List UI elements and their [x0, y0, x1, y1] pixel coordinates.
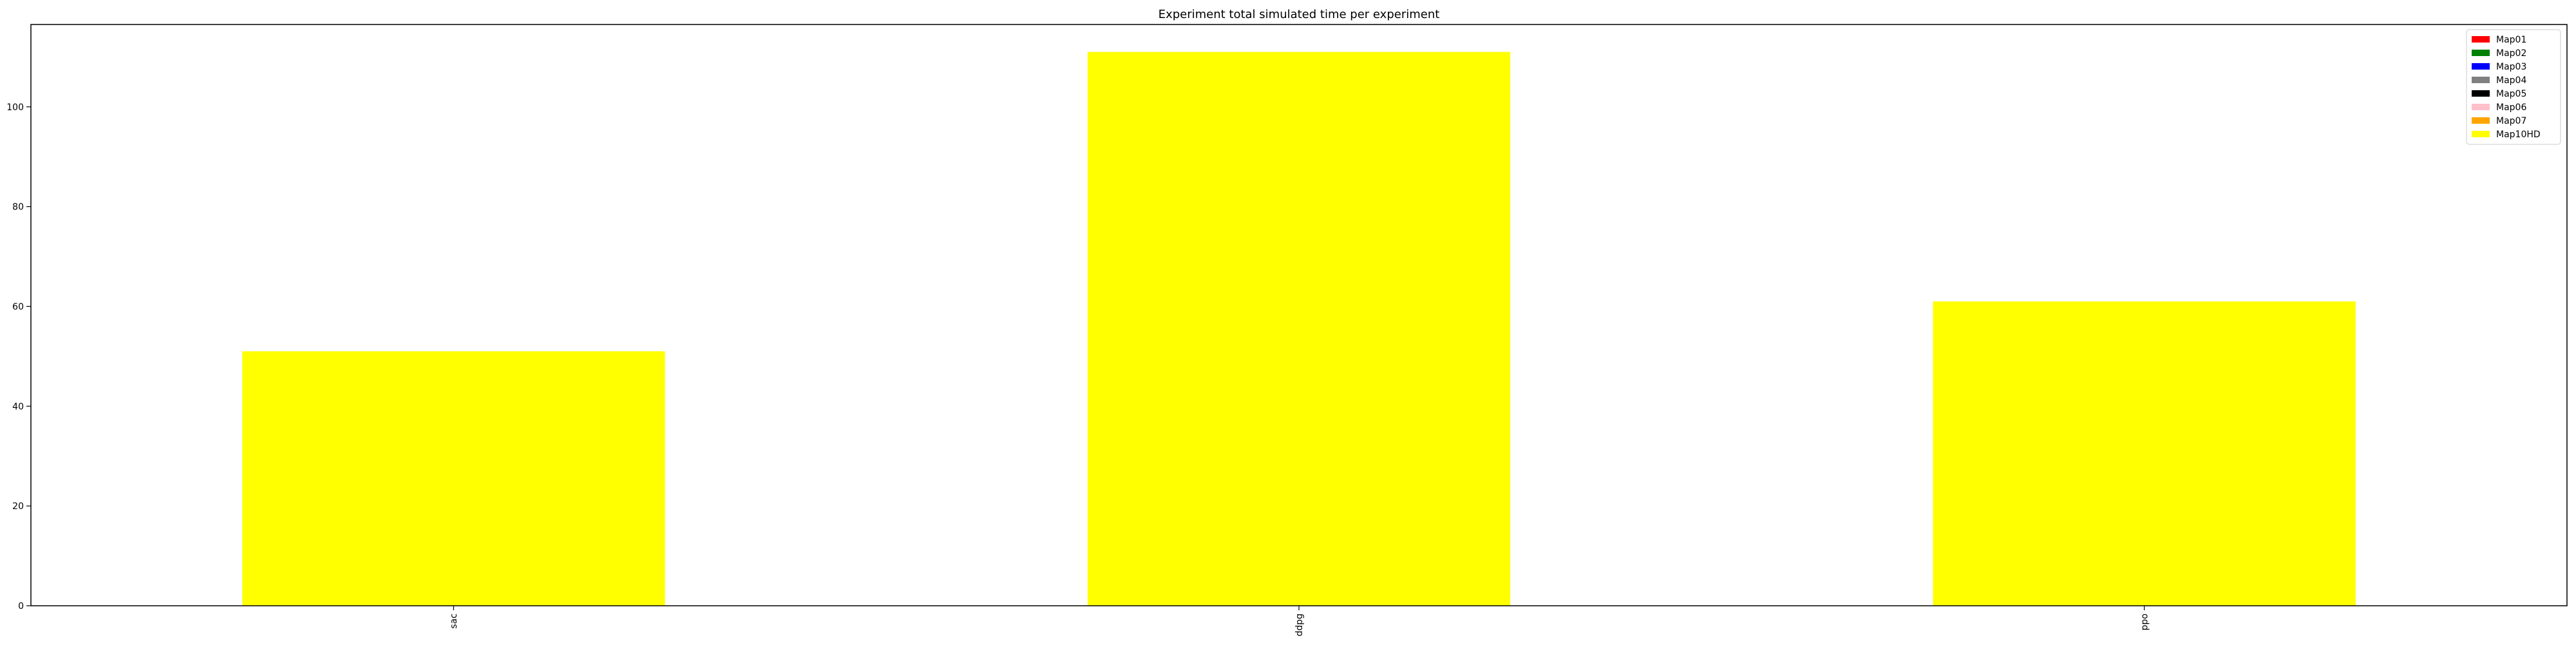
x-tick-label: ppo: [2140, 613, 2150, 630]
legend-swatch: [2472, 63, 2490, 70]
y-tick-label: 20: [12, 501, 24, 512]
legend-label: Map04: [2496, 75, 2526, 86]
y-tick-label: 100: [6, 102, 24, 113]
bar-ppo-map10hd: [1933, 301, 2356, 606]
plot-frame: [30, 24, 2568, 606]
x-axis: sac ddpg ppo: [449, 606, 2150, 637]
legend-swatch: [2472, 90, 2490, 97]
chart-title: Experiment total simulated time per expe…: [1159, 8, 1440, 21]
legend-label: Map07: [2496, 116, 2526, 126]
legend-swatch: [2472, 131, 2490, 137]
y-tick-label: 60: [12, 302, 24, 312]
y-tick-label: 40: [12, 401, 24, 412]
legend-swatch: [2472, 50, 2490, 56]
legend: Map01 Map02 Map03 Map04 Map05 Map06 Map07 Map10…: [2466, 29, 2561, 145]
legend-swatch: [2472, 77, 2490, 83]
legend-swatch: [2472, 36, 2490, 43]
legend-label: Map02: [2496, 48, 2526, 59]
legend-label: Map03: [2496, 62, 2526, 72]
legend-swatch: [2472, 117, 2490, 124]
y-axis: 0 20 40 60 80 100: [6, 102, 31, 612]
y-tick-label: 0: [18, 601, 24, 612]
legend-label: Map06: [2496, 102, 2526, 113]
legend-swatch: [2472, 104, 2490, 110]
legend-label: Map05: [2496, 89, 2526, 99]
legend-label: Map01: [2496, 35, 2526, 45]
x-tick-label: ddpg: [1294, 613, 1305, 637]
legend-label: Map10HD: [2496, 130, 2541, 140]
bars-layer: [242, 52, 2356, 606]
y-tick-label: 80: [12, 202, 24, 213]
bar-sac-map10hd: [242, 351, 665, 606]
x-tick-label: sac: [449, 613, 459, 629]
bar-ddpg-map10hd: [1087, 52, 1511, 606]
legend-frame: [2466, 29, 2561, 145]
